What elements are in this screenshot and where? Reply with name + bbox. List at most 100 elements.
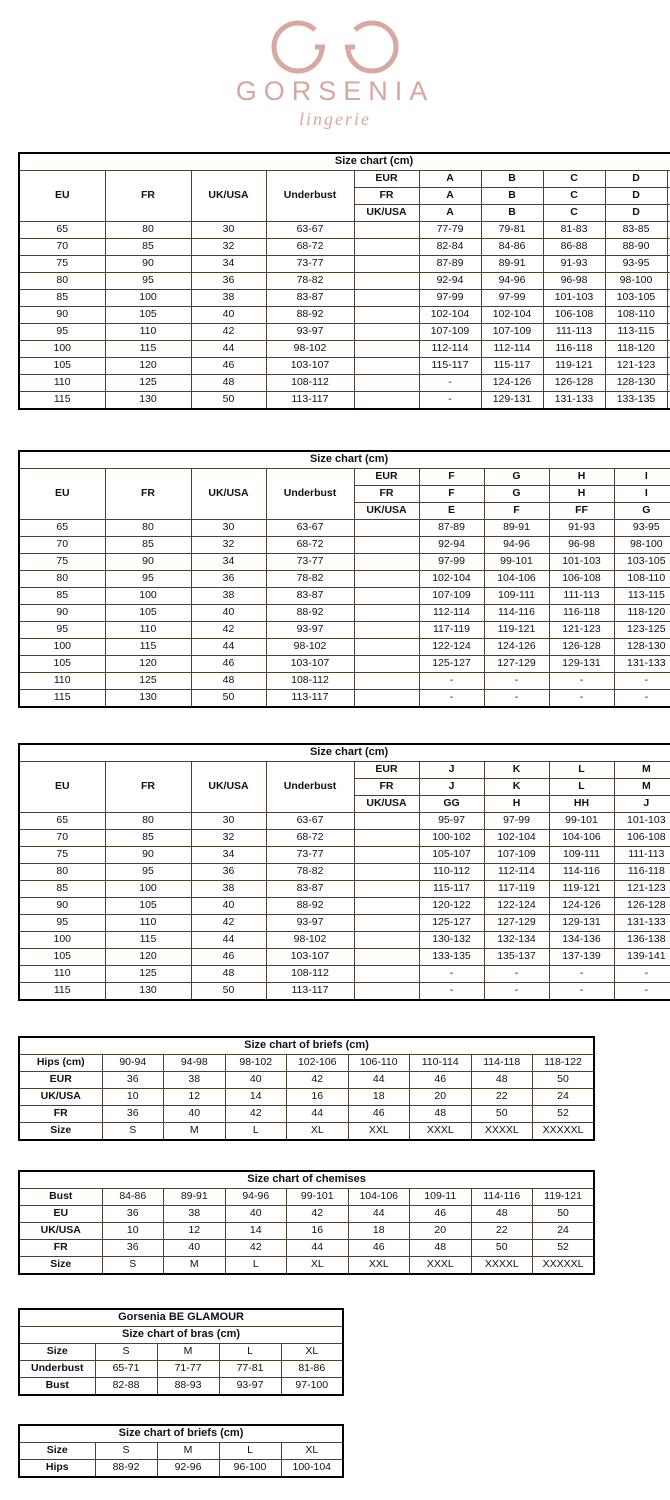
table-row: UK/USA 10 12 14 16 18 20 22 24 bbox=[18, 1088, 595, 1106]
cell-value: 106-110 bbox=[347, 1054, 410, 1072]
cell-bust: 87-89 bbox=[418, 519, 485, 537]
cell-bust: - bbox=[418, 965, 485, 983]
header-row: EU FR UK/USA Underbust EUR F G H I bbox=[18, 468, 670, 520]
cell-bust: 89-91 bbox=[483, 519, 550, 537]
cell-bust: 96-98 bbox=[542, 272, 606, 290]
cell-fr: 120 bbox=[104, 655, 192, 673]
table-title-row: Size chart of chemises bbox=[18, 1170, 595, 1189]
cell-bust: - bbox=[483, 982, 550, 1001]
cell-uk-usa: 44 bbox=[190, 340, 267, 358]
column-header-underbust: Underbust bbox=[265, 761, 355, 813]
cell-bust: 107-109 bbox=[480, 323, 544, 341]
cell-value: L bbox=[218, 1442, 282, 1460]
cell-underbust: 83-87 bbox=[265, 587, 355, 605]
column-header-fr: FR bbox=[104, 170, 192, 222]
cell-bust: 128-130 bbox=[604, 374, 668, 392]
cell-bust: 137-139 bbox=[548, 948, 615, 966]
table-row: 105 120 46 103-107 115-117 115-117 119-121 121-… bbox=[18, 357, 670, 375]
cell-value: M bbox=[156, 1343, 220, 1361]
table-title: Size chart of briefs (cm) bbox=[18, 1036, 595, 1055]
cell-underbust: 113-117 bbox=[265, 689, 355, 708]
cell-value: 40 bbox=[224, 1205, 287, 1223]
cell-bust: 125-127 bbox=[418, 914, 485, 932]
cell-eu: 80 bbox=[18, 863, 106, 881]
cell-value: 93-97 bbox=[218, 1377, 282, 1396]
cell-spacer bbox=[353, 536, 420, 554]
cell-spacer bbox=[353, 238, 420, 256]
cell-fr: 90 bbox=[104, 255, 192, 273]
cell-fr: 85 bbox=[104, 238, 192, 256]
cell-value: 88-92 bbox=[94, 1459, 158, 1478]
glamour-briefs-table-wrapper: Size chart of briefs (cm) Size S M L XL Hips 88… bbox=[18, 1424, 345, 1478]
cell-bust: 100-102 bbox=[418, 829, 485, 847]
cell-uk-usa: 46 bbox=[190, 948, 267, 966]
cell-value: 77-81 bbox=[218, 1360, 282, 1378]
table-row: 100 115 44 98-102 112-114 112-114 116-118 118-1… bbox=[18, 340, 670, 358]
cell-eu: 90 bbox=[18, 604, 106, 622]
column-header-eu: EU bbox=[18, 468, 106, 520]
cell-value: 36 bbox=[101, 1105, 164, 1123]
cell-value: 114-118 bbox=[470, 1054, 533, 1072]
cell-bust: 124-126 bbox=[480, 374, 544, 392]
cell-bust: 131-133 bbox=[613, 914, 670, 932]
cell-eu: 75 bbox=[18, 846, 106, 864]
cell-value: XXXXL bbox=[470, 1122, 533, 1141]
cell-bust: 83-85 bbox=[604, 221, 668, 239]
cell-bust: 92-94 bbox=[418, 536, 485, 554]
table-row: 80 95 36 78-82 102-104 104-106 106-108 108-110 bbox=[18, 570, 670, 588]
cell-value: 48 bbox=[470, 1071, 533, 1089]
cell-underbust: 63-67 bbox=[265, 519, 355, 537]
cell-value: 36 bbox=[101, 1239, 164, 1257]
cell-spacer bbox=[353, 846, 420, 864]
cell-eu: 95 bbox=[18, 621, 106, 639]
cell-bust: 101-103 bbox=[548, 553, 615, 571]
cell-bust: 124-126 bbox=[548, 897, 615, 915]
cell-bust: - bbox=[548, 689, 615, 708]
cell-value: 44 bbox=[347, 1205, 410, 1223]
cell-value: XL bbox=[280, 1343, 344, 1361]
cell-bust: - bbox=[418, 689, 485, 708]
cup-system-label: UK/USA bbox=[353, 204, 420, 222]
row-label: Hips (cm) bbox=[18, 1054, 103, 1072]
header-row: UK/USA GG H HH J bbox=[19, 795, 670, 813]
table-row: Hips (cm) 90-94 94-98 98-102 102-106 106-110 1… bbox=[18, 1054, 595, 1072]
cell-spacer bbox=[353, 289, 420, 307]
cell-value: 119-121 bbox=[532, 1188, 595, 1206]
table-row: 105 120 46 103-107 133-135 135-137 137-139 139-… bbox=[18, 948, 670, 966]
cell-underbust: 93-97 bbox=[265, 323, 355, 341]
cell-bust: 91-93 bbox=[548, 519, 615, 537]
cell-spacer bbox=[353, 655, 420, 673]
cell-spacer bbox=[353, 306, 420, 324]
cup-header: A bbox=[418, 170, 482, 188]
table-row: 75 90 34 73-77 105-107 107-109 109-111 111-113 bbox=[18, 846, 670, 864]
cell-bust: 112-114 bbox=[418, 604, 485, 622]
cell-fr: 85 bbox=[104, 829, 192, 847]
cell-eu: 90 bbox=[18, 306, 106, 324]
cell-value: 52 bbox=[532, 1105, 595, 1123]
cell-bust: 108-110 bbox=[604, 306, 668, 324]
cup-header: K bbox=[483, 761, 550, 779]
cell-value: 90-94 bbox=[101, 1054, 164, 1072]
cell-bust: 111-113 bbox=[542, 323, 606, 341]
cell-bust: 102-104 bbox=[418, 570, 485, 588]
cell-value: XL bbox=[280, 1442, 344, 1460]
cell-spacer bbox=[353, 391, 420, 410]
cell-uk-usa: 40 bbox=[190, 897, 267, 915]
cell-value: 24 bbox=[532, 1088, 595, 1106]
cup-header: D bbox=[604, 204, 668, 222]
cell-value: 10 bbox=[101, 1222, 164, 1240]
cell-uk-usa: 38 bbox=[190, 587, 267, 605]
cell-value: 18 bbox=[347, 1088, 410, 1106]
header-row: FR F G H I bbox=[19, 485, 670, 503]
table-row: 85 100 38 83-87 115-117 117-119 119-121 121-123 bbox=[18, 880, 670, 898]
cell-value: L bbox=[224, 1256, 287, 1275]
table-row: 110 125 48 108-112- - - - bbox=[18, 965, 670, 983]
table-row: 85 100 38 83-87 107-109 109-111 111-113 113-115 bbox=[18, 587, 670, 605]
cell-uk-usa: 40 bbox=[190, 604, 267, 622]
cell-spacer bbox=[353, 965, 420, 983]
cell-bust: 118-120 bbox=[613, 604, 670, 622]
cell-underbust: 68-72 bbox=[265, 536, 355, 554]
cell-spacer bbox=[353, 812, 420, 830]
cell-eu: 85 bbox=[18, 289, 106, 307]
cup-header: H bbox=[548, 485, 615, 503]
